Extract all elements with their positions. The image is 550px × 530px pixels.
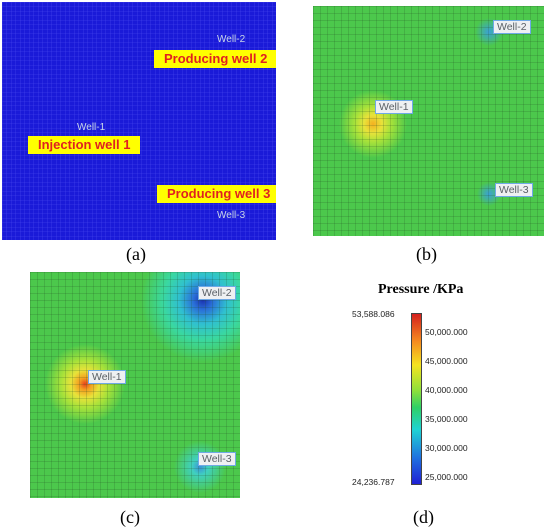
panel-c-pressure-field: Well-2 Well-1 Well-3 — [30, 272, 240, 498]
panel-b-grid — [313, 6, 544, 236]
panel-a-label: (a) — [126, 244, 146, 264]
panel-a-well-3-tag: Well-3 — [217, 210, 246, 221]
panel-d-colorbar-legend: Pressure /KPa 53,588.086 50,000.000 45,0… — [330, 278, 530, 493]
colorbar-max-label: 53,588.086 — [352, 309, 395, 319]
panel-b-well-2-tag: Well-2 — [493, 20, 531, 34]
panel-b-well-1-tag: Well-1 — [375, 100, 413, 114]
panel-b-pressure-field: Well-2 Well-1 Well-3 — [313, 6, 544, 236]
panel-d-label: (d) — [413, 507, 434, 527]
colorbar-min-label: 24,236.787 — [352, 477, 395, 487]
panel-a-well-layout: Well-2 Producing well 2 Well-1 Injection… — [2, 2, 276, 240]
panel-a-well-2-tag: Well-2 — [217, 34, 246, 45]
panel-b-well-3-tag: Well-3 — [495, 183, 533, 197]
colorbar-tick-45000: 45,000.000 — [425, 356, 468, 366]
panel-c-label: (c) — [120, 507, 140, 527]
panel-b-label: (b) — [416, 244, 437, 264]
colorbar-gradient — [411, 313, 422, 485]
colorbar-tick-30000: 30,000.000 — [425, 443, 468, 453]
panel-c-well-1-tag: Well-1 — [88, 370, 126, 384]
colorbar-tick-50000: 50,000.000 — [425, 327, 468, 337]
panel-a-well-1-tag: Well-1 — [77, 122, 106, 133]
panel-a-injection-well-1-callout: Injection well 1 — [28, 136, 141, 154]
panel-c-well-3-tag: Well-3 — [198, 452, 236, 466]
colorbar-tick-35000: 35,000.000 — [425, 414, 468, 424]
panel-a-producing-well-2-callout: Producing well 2 — [154, 50, 276, 68]
colorbar-tick-40000: 40,000.000 — [425, 385, 468, 395]
panel-c-well-2-tag: Well-2 — [198, 286, 236, 300]
colorbar-title: Pressure /KPa — [378, 282, 464, 297]
panel-a-producing-well-3-callout: Producing well 3 — [157, 185, 276, 203]
colorbar-tick-25000: 25,000.000 — [425, 472, 468, 482]
